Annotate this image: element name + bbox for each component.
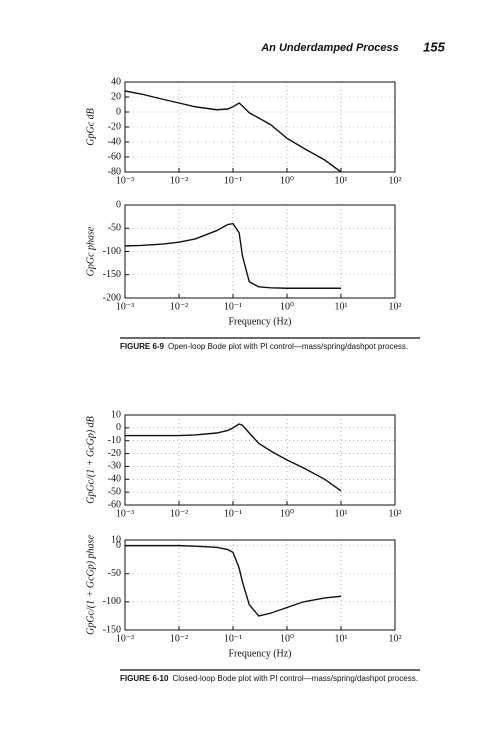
- data-line: [124, 90, 342, 173]
- y-tick-label: -40: [108, 136, 121, 147]
- plot-frame: [124, 204, 396, 299]
- x-tick-label: 10⁰: [280, 175, 294, 186]
- x-tick-label: 10²: [389, 175, 402, 186]
- x-axis-label: Frequency (Hz): [228, 648, 291, 659]
- x-tick-label: 10⁰: [280, 633, 294, 644]
- y-tick-label: 0: [116, 540, 121, 551]
- y-tick-label: -60: [108, 151, 121, 162]
- x-tick-label: 10¹: [335, 508, 348, 519]
- x-tick-label: 10⁻³: [116, 175, 134, 186]
- caption-text: Closed-loop Bode plot with PI control—ma…: [172, 674, 418, 683]
- x-tick-label: 10¹: [335, 301, 348, 312]
- y-tick-label: 10: [111, 534, 121, 545]
- x-tick-label: 10⁻³: [116, 508, 134, 519]
- x-tick-label: 10⁻³: [116, 633, 134, 644]
- x-tick-label: 10²: [389, 301, 402, 312]
- y-tick-label: 10: [111, 409, 121, 420]
- y-axis-label: GpGc dB: [85, 108, 96, 146]
- caption-label: FIGURE 6-10: [120, 674, 169, 683]
- x-tick-label: 10¹: [335, 175, 348, 186]
- x-tick-label: 10⁻¹: [224, 175, 242, 186]
- x-tick-label: 10⁻¹: [224, 301, 242, 312]
- x-tick-label: 10⁰: [280, 301, 294, 312]
- x-tick-label: 10⁰: [280, 508, 294, 519]
- x-tick-label: 10⁻³: [116, 301, 134, 312]
- caption-text: Open-loop Bode plot with PI control—mass…: [168, 342, 409, 351]
- data-line: [125, 423, 342, 492]
- data-line: [125, 544, 342, 617]
- y-tick-label: 0: [116, 106, 121, 117]
- plot-frame: [124, 414, 396, 506]
- y-tick-label: -50: [108, 568, 121, 579]
- x-axis-label: Frequency (Hz): [228, 316, 291, 327]
- caption: FIGURE 6-10 Closed-loop Bode plot with PI…: [120, 674, 420, 684]
- x-tick-label: 10¹: [335, 633, 348, 644]
- x-tick-label: 10⁻²: [170, 175, 188, 186]
- x-tick-label: 10⁻²: [170, 301, 188, 312]
- y-tick-label: -10: [108, 435, 121, 446]
- y-axis-label: GpGc/(1 + GcGp) phase: [85, 535, 96, 635]
- y-tick-label: -80: [108, 166, 121, 177]
- y-tick-label: -40: [108, 474, 121, 485]
- x-tick-label: 10⁻²: [170, 633, 188, 644]
- x-tick-label: 10⁻²: [170, 508, 188, 519]
- plot-frame: [124, 81, 396, 173]
- y-axis-label: GpGc phase: [85, 226, 96, 276]
- running-head: An Underdamped Process: [260, 42, 399, 54]
- y-tick-label: -50: [108, 486, 121, 497]
- plot-frame: [124, 539, 396, 631]
- y-tick-label: 40: [111, 76, 121, 87]
- data-line: [124, 222, 341, 289]
- y-tick-label: -60: [108, 499, 121, 510]
- y-tick-label: 0: [116, 422, 121, 433]
- caption: FIGURE 6-9 Open-loop Bode plot with PI co…: [120, 342, 420, 352]
- caption-label: FIGURE 6-9: [120, 342, 165, 351]
- y-axis-label: GpGc/(1 + GcGp) dB: [85, 416, 96, 504]
- y-tick-label: -100: [103, 596, 121, 607]
- x-tick-label: 10²: [389, 633, 402, 644]
- x-tick-label: 10²: [389, 508, 402, 519]
- page-number: 155: [423, 39, 445, 54]
- y-tick-label: -20: [108, 121, 121, 132]
- y-tick-label: -30: [108, 461, 121, 472]
- y-tick-label: -100: [103, 246, 121, 257]
- y-tick-label: -200: [103, 292, 121, 303]
- y-tick-label: -150: [103, 624, 121, 635]
- y-tick-label: -50: [108, 223, 121, 234]
- y-tick-label: -20: [108, 448, 121, 459]
- x-tick-label: 10⁻¹: [224, 508, 242, 519]
- x-tick-label: 10⁻¹: [224, 633, 242, 644]
- y-tick-label: 0: [116, 199, 121, 210]
- y-tick-label: 20: [111, 91, 121, 102]
- y-tick-label: -150: [103, 269, 121, 280]
